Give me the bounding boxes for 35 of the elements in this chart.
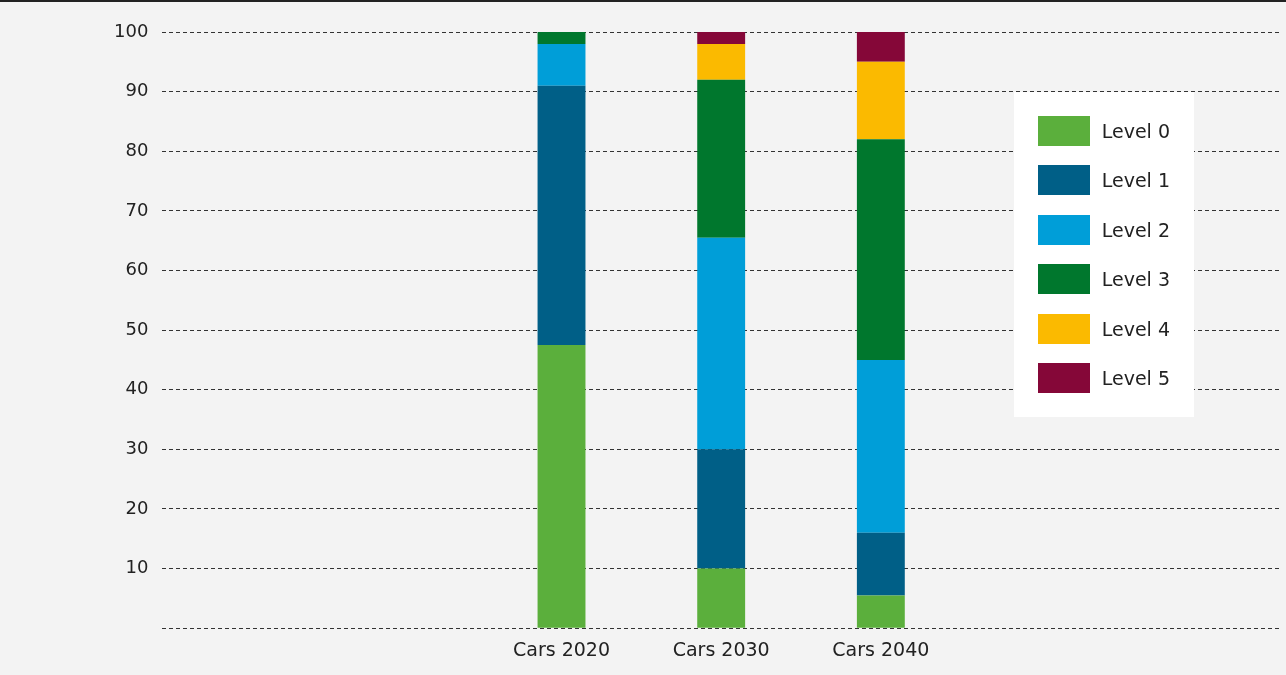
bar	[537, 345, 586, 628]
bar	[697, 32, 746, 44]
y-tick-label: 40	[125, 377, 149, 399]
bar	[537, 43, 586, 86]
legend-label: Level 4	[1101, 317, 1170, 340]
bar	[537, 32, 586, 44]
bar	[697, 79, 746, 238]
bar	[697, 568, 746, 628]
y-tick-label: 20	[125, 496, 149, 518]
bar	[537, 85, 586, 346]
legend-label: Level 0	[1101, 119, 1170, 142]
y-tick-label: 80	[125, 138, 149, 160]
x-tick-label: Cars 2030	[672, 637, 770, 660]
y-tick-label: 30	[125, 437, 149, 459]
legend-label: Level 2	[1101, 218, 1170, 241]
bar	[856, 532, 905, 596]
y-tick-label: 60	[125, 258, 149, 280]
legend-label: Level 3	[1101, 268, 1170, 291]
legend-label: Level 1	[1101, 169, 1170, 192]
bar	[856, 359, 905, 533]
bar	[697, 43, 746, 80]
x-tick-label: Cars 2040	[832, 637, 930, 660]
y-tick-label: 10	[125, 556, 149, 578]
y-tick-label: 90	[125, 79, 149, 101]
bar	[697, 237, 746, 450]
bar	[856, 32, 905, 62]
y-tick-label: 100	[114, 19, 149, 41]
legend-label: Level 5	[1101, 367, 1170, 390]
y-tick-label: 50	[125, 317, 149, 339]
bar	[856, 61, 905, 140]
y-tick-label: 70	[125, 198, 149, 220]
x-tick-label: Cars 2020	[513, 637, 611, 660]
bar	[856, 139, 905, 360]
bar	[697, 449, 746, 569]
bar	[856, 595, 905, 628]
